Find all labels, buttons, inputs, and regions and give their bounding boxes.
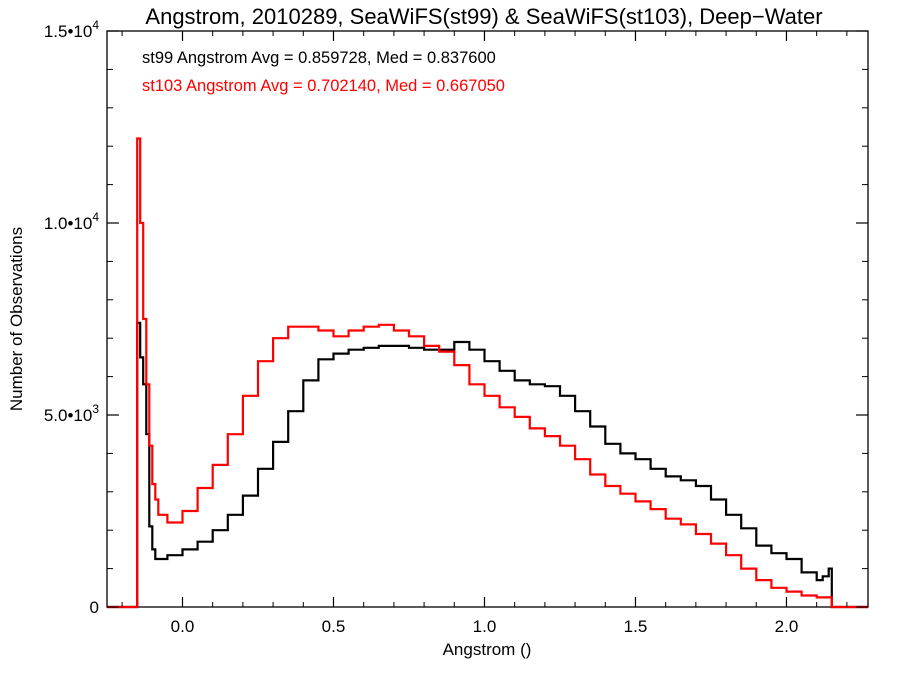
y-tick-exponent: 4 — [92, 18, 99, 32]
x-tick-label: 0.0 — [171, 617, 195, 636]
series-line-0 — [107, 321, 868, 609]
x-tick-label: 1.0 — [473, 617, 497, 636]
x-axis-ticks: 0.0 0.5 1.0 1.5 2.0 — [121, 31, 848, 636]
y-tick-label: 1.0•104 — [44, 210, 100, 233]
y-tick-mantissa: 0 — [90, 598, 99, 617]
y-tick-exponent: 4 — [92, 210, 99, 224]
y-axis-label: Number of Observations — [7, 227, 26, 411]
chart-title: Angstrom, 2010289, SeaWiFS(st99) & SeaWi… — [145, 4, 822, 29]
series-layer — [107, 137, 868, 609]
y-tick-mantissa: 1.0•10 — [44, 214, 93, 233]
y-tick-label: 5.0•103 — [44, 402, 100, 425]
x-tick-label: 2.0 — [775, 617, 799, 636]
y-tick-mantissa: 5.0•10 — [44, 406, 93, 425]
y-tick-label: 0 — [90, 598, 99, 617]
y-tick-mantissa: 1.5•10 — [44, 22, 93, 41]
annotation-st103: st103 Angstrom Avg = 0.702140, Med = 0.6… — [142, 77, 505, 95]
x-axis-label: Angstrom () — [443, 640, 532, 659]
annotation-st99: st99 Angstrom Avg = 0.859728, Med = 0.83… — [142, 49, 496, 67]
x-tick-label: 1.5 — [624, 617, 648, 636]
series-line-1 — [107, 137, 868, 609]
y-tick-label: 1.5•104 — [44, 18, 100, 41]
x-tick-label: 0.5 — [322, 617, 346, 636]
plot-frame — [106, 30, 869, 608]
y-tick-exponent: 3 — [92, 402, 99, 416]
